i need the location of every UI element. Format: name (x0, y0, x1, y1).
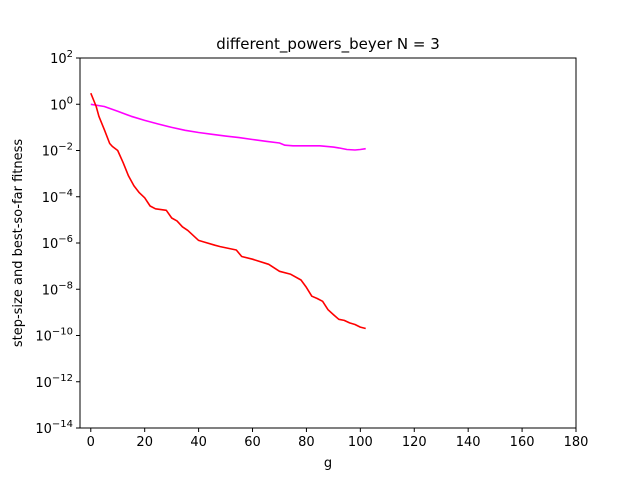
x-tick-label: 20 (136, 435, 153, 450)
y-tick-label: 10−4 (42, 188, 73, 206)
y-tick-exponent: −6 (58, 234, 73, 245)
x-tick-label: 140 (456, 435, 481, 450)
x-tick-label: 40 (190, 435, 207, 450)
y-tick-exponent: −8 (58, 280, 73, 291)
series-line-1 (90, 103, 366, 151)
y-tick-label: 10−6 (42, 234, 73, 252)
y-tick-exponent: −2 (58, 142, 73, 153)
y-tick-label: 10−12 (35, 373, 73, 391)
series-line-2 (90, 92, 366, 330)
x-tick-label: 60 (244, 435, 261, 450)
x-axis: 0 20 40 60 80 100 120 140 160 180 (87, 428, 589, 450)
x-axis-label: g (324, 456, 332, 471)
x-tick-label: 80 (298, 435, 315, 450)
y-tick-label: 102 (50, 49, 73, 67)
plot-area (79, 57, 577, 429)
x-tick-label: 180 (564, 435, 589, 450)
x-tick-label: 120 (402, 435, 427, 450)
y-tick-exponent: 2 (67, 49, 73, 60)
y-tick-label: 10−10 (35, 327, 73, 345)
y-tick-exponent: −14 (52, 419, 73, 430)
y-tick-label: 10−14 (35, 419, 73, 437)
y-tick-label: 100 (50, 95, 73, 113)
series-lines (90, 92, 366, 330)
x-tick-label: 100 (348, 435, 373, 450)
y-axis: 102 100 10−2 10−4 10−6 10−8 10−10 10−12 10−14 (35, 49, 80, 437)
y-tick-exponent: −10 (52, 327, 73, 338)
y-axis-label: step-size and best-so-far fitness (11, 139, 26, 348)
x-tick-label: 0 (87, 435, 95, 450)
y-tick-label: 10−2 (42, 142, 73, 160)
x-tick-label: 160 (510, 435, 535, 450)
y-tick-exponent: −4 (58, 188, 73, 199)
y-tick-label: 10−8 (42, 280, 73, 298)
chart-title: different_powers_beyer N = 3 (216, 35, 440, 54)
y-tick-exponent: −12 (52, 373, 73, 384)
y-tick-exponent: 0 (67, 95, 73, 106)
